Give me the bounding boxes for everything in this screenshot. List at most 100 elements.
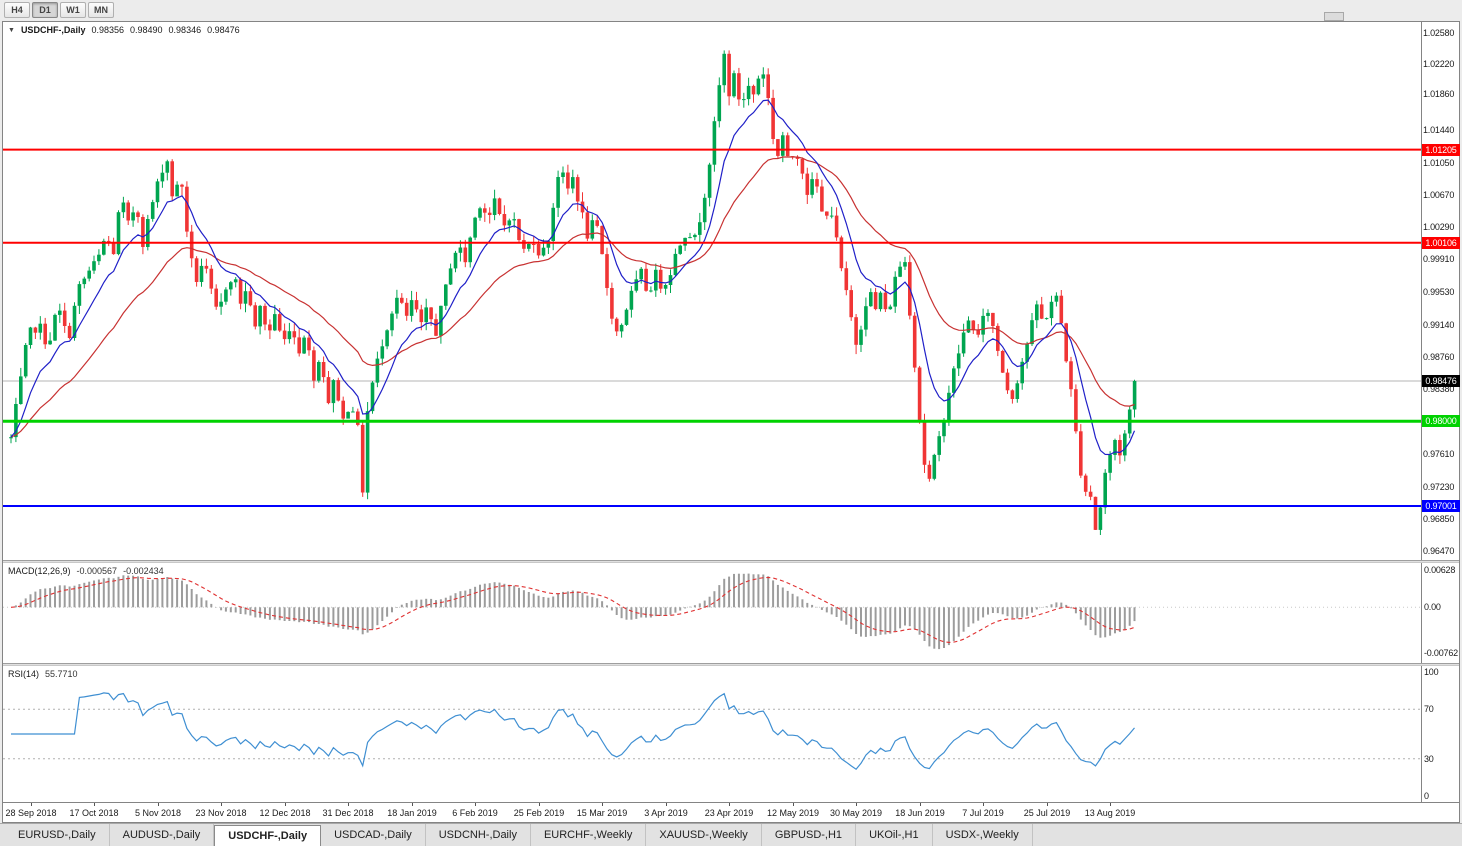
date-label: 5 Nov 2018: [134, 808, 182, 818]
date-label: 30 May 2019: [829, 808, 883, 818]
price-tick-label: 0.97610: [1423, 449, 1455, 460]
date-label: 6 Feb 2019: [452, 808, 498, 818]
price-tick-label: 1.02220: [1423, 58, 1455, 69]
date-label: 28 Sep 2018: [5, 808, 57, 818]
ma-fast-line[interactable]: [10, 99, 1136, 456]
price-tick-label: 1.01440: [1423, 124, 1455, 135]
level-price-label[interactable]: 0.97001: [1422, 500, 1460, 513]
rsi-name: RSI(14): [8, 669, 40, 679]
chart-header: ▼ USDCHF-,Daily 0.98356 0.98490 0.98346 …: [8, 25, 240, 35]
level-price-label[interactable]: 1.00106: [1422, 236, 1460, 249]
macd-signal-line: [10, 576, 1135, 643]
price-tick-label: 1.00290: [1423, 222, 1455, 233]
date-label: 23 Apr 2019: [704, 808, 754, 818]
price-axis[interactable]: 1.02580 1.02220 1.01860 1.01440 1.01050 1.006…: [1421, 22, 1460, 560]
timeframe-toolbar: H4 D1 W1 MN: [0, 0, 1462, 20]
symbol-tab-eurusd-daily[interactable]: EURUSD-,Daily: [5, 824, 110, 846]
price-panel: ▼ USDCHF-,Daily 0.98356 0.98490 0.98346 …: [3, 22, 1460, 560]
chart-window: ▼ USDCHF-,Daily 0.98356 0.98490 0.98346 …: [2, 21, 1460, 823]
rsi-chart[interactable]: [3, 666, 1421, 802]
price-tick-label: 0.99530: [1423, 286, 1455, 297]
price-tick-label: 0.99910: [1423, 254, 1455, 265]
time-tick: [475, 803, 476, 806]
price-tick-label: 0.98760: [1423, 351, 1455, 362]
macd-chart[interactable]: [3, 563, 1421, 663]
symbol-tab-usdx-weekly[interactable]: USDX-,Weekly: [933, 824, 1033, 846]
rsi-label: RSI(14) 55.7710: [8, 669, 78, 679]
chart-symbol-label: USDCHF-,Daily: [20, 25, 86, 35]
symbol-tab-eurchf-weekly[interactable]: EURCHF-,Weekly: [531, 824, 647, 846]
time-tick: [602, 803, 603, 806]
macd-label: MACD(12,26,9) -0.000567 -0.002434: [8, 566, 164, 576]
current-price-label: 0.98476: [1422, 374, 1460, 387]
date-label: 25 Feb 2019: [513, 808, 565, 818]
macd-name: MACD(12,26,9): [8, 566, 71, 576]
symbol-tab-usdchf-daily[interactable]: USDCHF-,Daily: [214, 825, 322, 846]
time-tick: [412, 803, 413, 806]
price-tick-label: 0.96470: [1423, 546, 1455, 557]
ohlc-open: 0.98356: [91, 25, 124, 35]
date-label: 7 Jul 2019: [962, 808, 1004, 818]
candlestick-chart[interactable]: [3, 22, 1421, 560]
date-label: 12 May 2019: [766, 808, 820, 818]
price-tick-label: 1.01860: [1423, 89, 1455, 100]
time-tick: [539, 803, 540, 806]
panel-splitter[interactable]: [3, 663, 1459, 666]
time-tick: [94, 803, 95, 806]
time-tick: [348, 803, 349, 806]
ohlc-high: 0.98490: [130, 25, 163, 35]
ohlc-low: 0.98346: [168, 25, 202, 35]
panel-splitter[interactable]: [3, 560, 1459, 563]
date-label: 3 Apr 2019: [644, 808, 688, 818]
price-tick-label: 1.02580: [1423, 28, 1455, 39]
date-label: 13 Aug 2019: [1084, 808, 1136, 818]
collapse-arrow-icon[interactable]: ▼: [8, 26, 15, 34]
time-tick: [666, 803, 667, 806]
macd-axis-label: 0.00: [1424, 602, 1441, 613]
time-tick: [221, 803, 222, 806]
time-tick: [729, 803, 730, 806]
rsi-axis-label: 100: [1424, 667, 1439, 677]
date-label: 23 Nov 2018: [195, 808, 247, 818]
symbol-tab-audusd-daily[interactable]: AUDUSD-,Daily: [110, 824, 215, 846]
date-label: 31 Dec 2018: [322, 808, 374, 818]
time-tick: [31, 803, 32, 806]
time-axis[interactable]: 28 Sep 2018 17 Oct 2018 5 Nov 2018 23 Nov 2…: [3, 802, 1459, 822]
chart-tabs: EURUSD-,Daily AUDUSD-,Daily USDCHF-,Daily U…: [0, 823, 1462, 846]
ma-slow-line[interactable]: [10, 156, 1135, 438]
timeframe-button-h4[interactable]: H4: [4, 2, 30, 18]
rsi-value: 55.7710: [45, 669, 78, 679]
timeframe-button-d1[interactable]: D1: [32, 2, 58, 18]
time-tick: [1047, 803, 1048, 806]
rsi-plot[interactable]: RSI(14) 55.7710: [3, 666, 1421, 802]
symbol-tab-usdcnh-daily[interactable]: USDCNH-,Daily: [426, 824, 531, 846]
rsi-panel: RSI(14) 55.7710 100 70 30 0: [3, 666, 1459, 802]
time-tick: [158, 803, 159, 806]
macd-axis-label: 0.00628: [1424, 564, 1456, 575]
symbol-tab-ukoil-h1[interactable]: UKOil-,H1: [856, 824, 933, 846]
toolbar-grip[interactable]: [1324, 12, 1344, 21]
price-tick-label: 0.98380: [1423, 384, 1455, 395]
level-price-label[interactable]: 1.01205: [1422, 143, 1460, 156]
date-label: 18 Jun 2019: [895, 808, 945, 818]
time-tick: [920, 803, 921, 806]
macd-axis[interactable]: 0.00628 0.00 -0.00762: [1421, 563, 1459, 663]
price-tick-label: 0.99140: [1423, 319, 1455, 330]
time-tick: [983, 803, 984, 806]
time-tick: [1110, 803, 1111, 806]
symbol-tab-xauusd-weekly[interactable]: XAUUSD-,Weekly: [646, 824, 762, 846]
macd-axis-label: -0.00762: [1424, 647, 1458, 658]
price-plot[interactable]: ▼ USDCHF-,Daily 0.98356 0.98490 0.98346 …: [3, 22, 1421, 560]
price-tick-label: 0.96850: [1423, 513, 1455, 524]
price-tick-label: 0.97230: [1423, 481, 1455, 492]
rsi-axis[interactable]: 100 70 30 0: [1421, 666, 1459, 802]
symbol-tab-usdcad-daily[interactable]: USDCAD-,Daily: [321, 824, 426, 846]
symbol-tab-gbpusd-h1[interactable]: GBPUSD-,H1: [762, 824, 857, 846]
timeframe-button-w1[interactable]: W1: [60, 2, 86, 18]
level-price-label[interactable]: 0.98000: [1422, 415, 1460, 428]
macd-panel: MACD(12,26,9) -0.000567 -0.002434 0.0062…: [3, 563, 1459, 663]
macd-plot[interactable]: MACD(12,26,9) -0.000567 -0.002434: [3, 563, 1421, 663]
timeframe-button-mn[interactable]: MN: [88, 2, 114, 18]
rsi-axis-label: 70: [1424, 704, 1434, 715]
candles: [9, 50, 1137, 535]
